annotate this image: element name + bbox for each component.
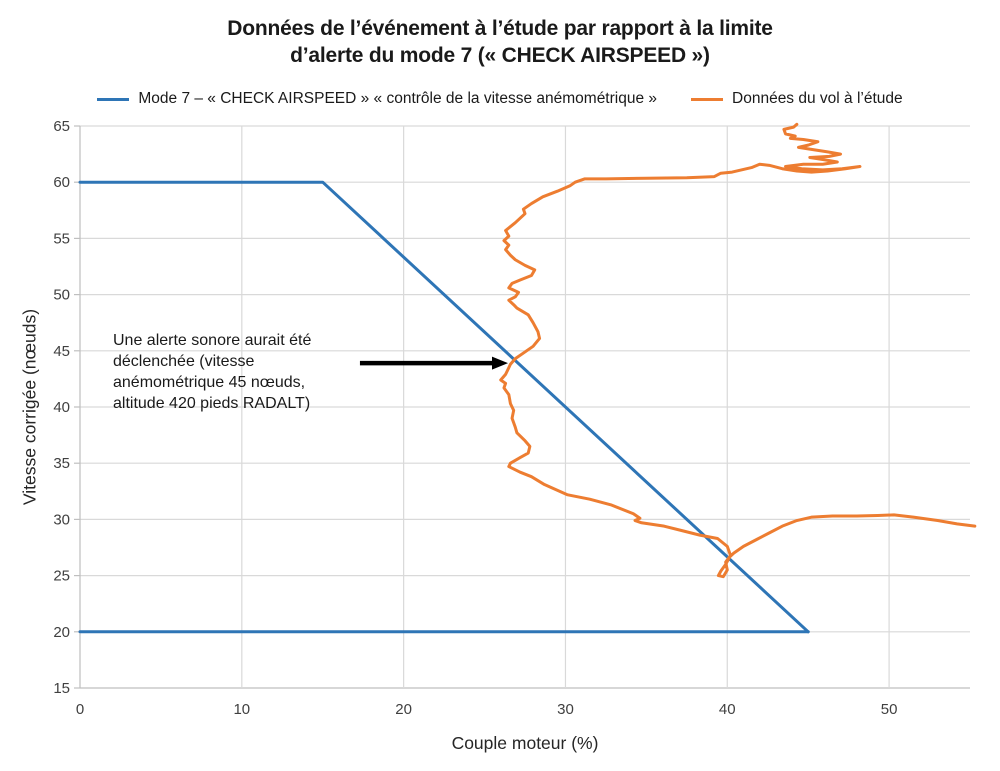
y-tick-label: 65 <box>53 118 70 135</box>
series-line-mode7 <box>78 180 810 634</box>
series-line-flight <box>499 122 977 579</box>
legend-item-flight: Données du vol à l’étude <box>691 90 903 108</box>
legend-line-swatch-orange <box>691 97 724 101</box>
legend-line-swatch-blue <box>97 97 130 101</box>
chart-legend: Mode 7 – « CHECK AIRSPEED » « contrôle d… <box>0 88 1000 110</box>
annotation-arrow-head <box>492 356 509 370</box>
annotation-text: Une alerte sonore aurait été déclenchée … <box>113 332 312 412</box>
y-tick-label: 25 <box>53 568 70 585</box>
y-tick-label: 45 <box>53 343 70 360</box>
x-tick-label: 40 <box>719 701 736 718</box>
x-axis-title: Couple moteur (%) <box>451 733 599 753</box>
y-axis-title: Vitesse corrigée (nœuds) <box>19 308 40 506</box>
x-tick-label: 20 <box>395 701 412 718</box>
legend-item-mode7: Mode 7 – « CHECK AIRSPEED » « contrôle d… <box>97 90 657 108</box>
y-tick-label: 30 <box>53 511 70 528</box>
x-tick-label: 50 <box>881 701 898 718</box>
x-tick-label: 0 <box>76 701 84 718</box>
x-tick-label: 10 <box>233 701 250 718</box>
y-tick-label: 35 <box>53 455 70 472</box>
legend-label-mode7: Mode 7 – « CHECK AIRSPEED » « contrôle d… <box>138 90 658 107</box>
chart-title-line2: d’alerte du mode 7 (« CHECK AIRSPEED ») <box>290 44 710 67</box>
y-tick-label: 15 <box>53 680 70 697</box>
y-tick-label: 60 <box>53 174 70 191</box>
chart-title: Données de l’événement à l’étude par rap… <box>0 15 1000 69</box>
chart-title-line1: Données de l’événement à l’étude par rap… <box>227 17 773 40</box>
legend-label-flight: Données du vol à l’étude <box>732 90 903 107</box>
y-tick-label: 50 <box>53 287 70 304</box>
y-tick-label: 20 <box>53 624 70 641</box>
x-tick-label: 30 <box>557 701 574 718</box>
y-tick-label: 40 <box>53 399 70 416</box>
y-tick-label: 55 <box>53 230 70 247</box>
